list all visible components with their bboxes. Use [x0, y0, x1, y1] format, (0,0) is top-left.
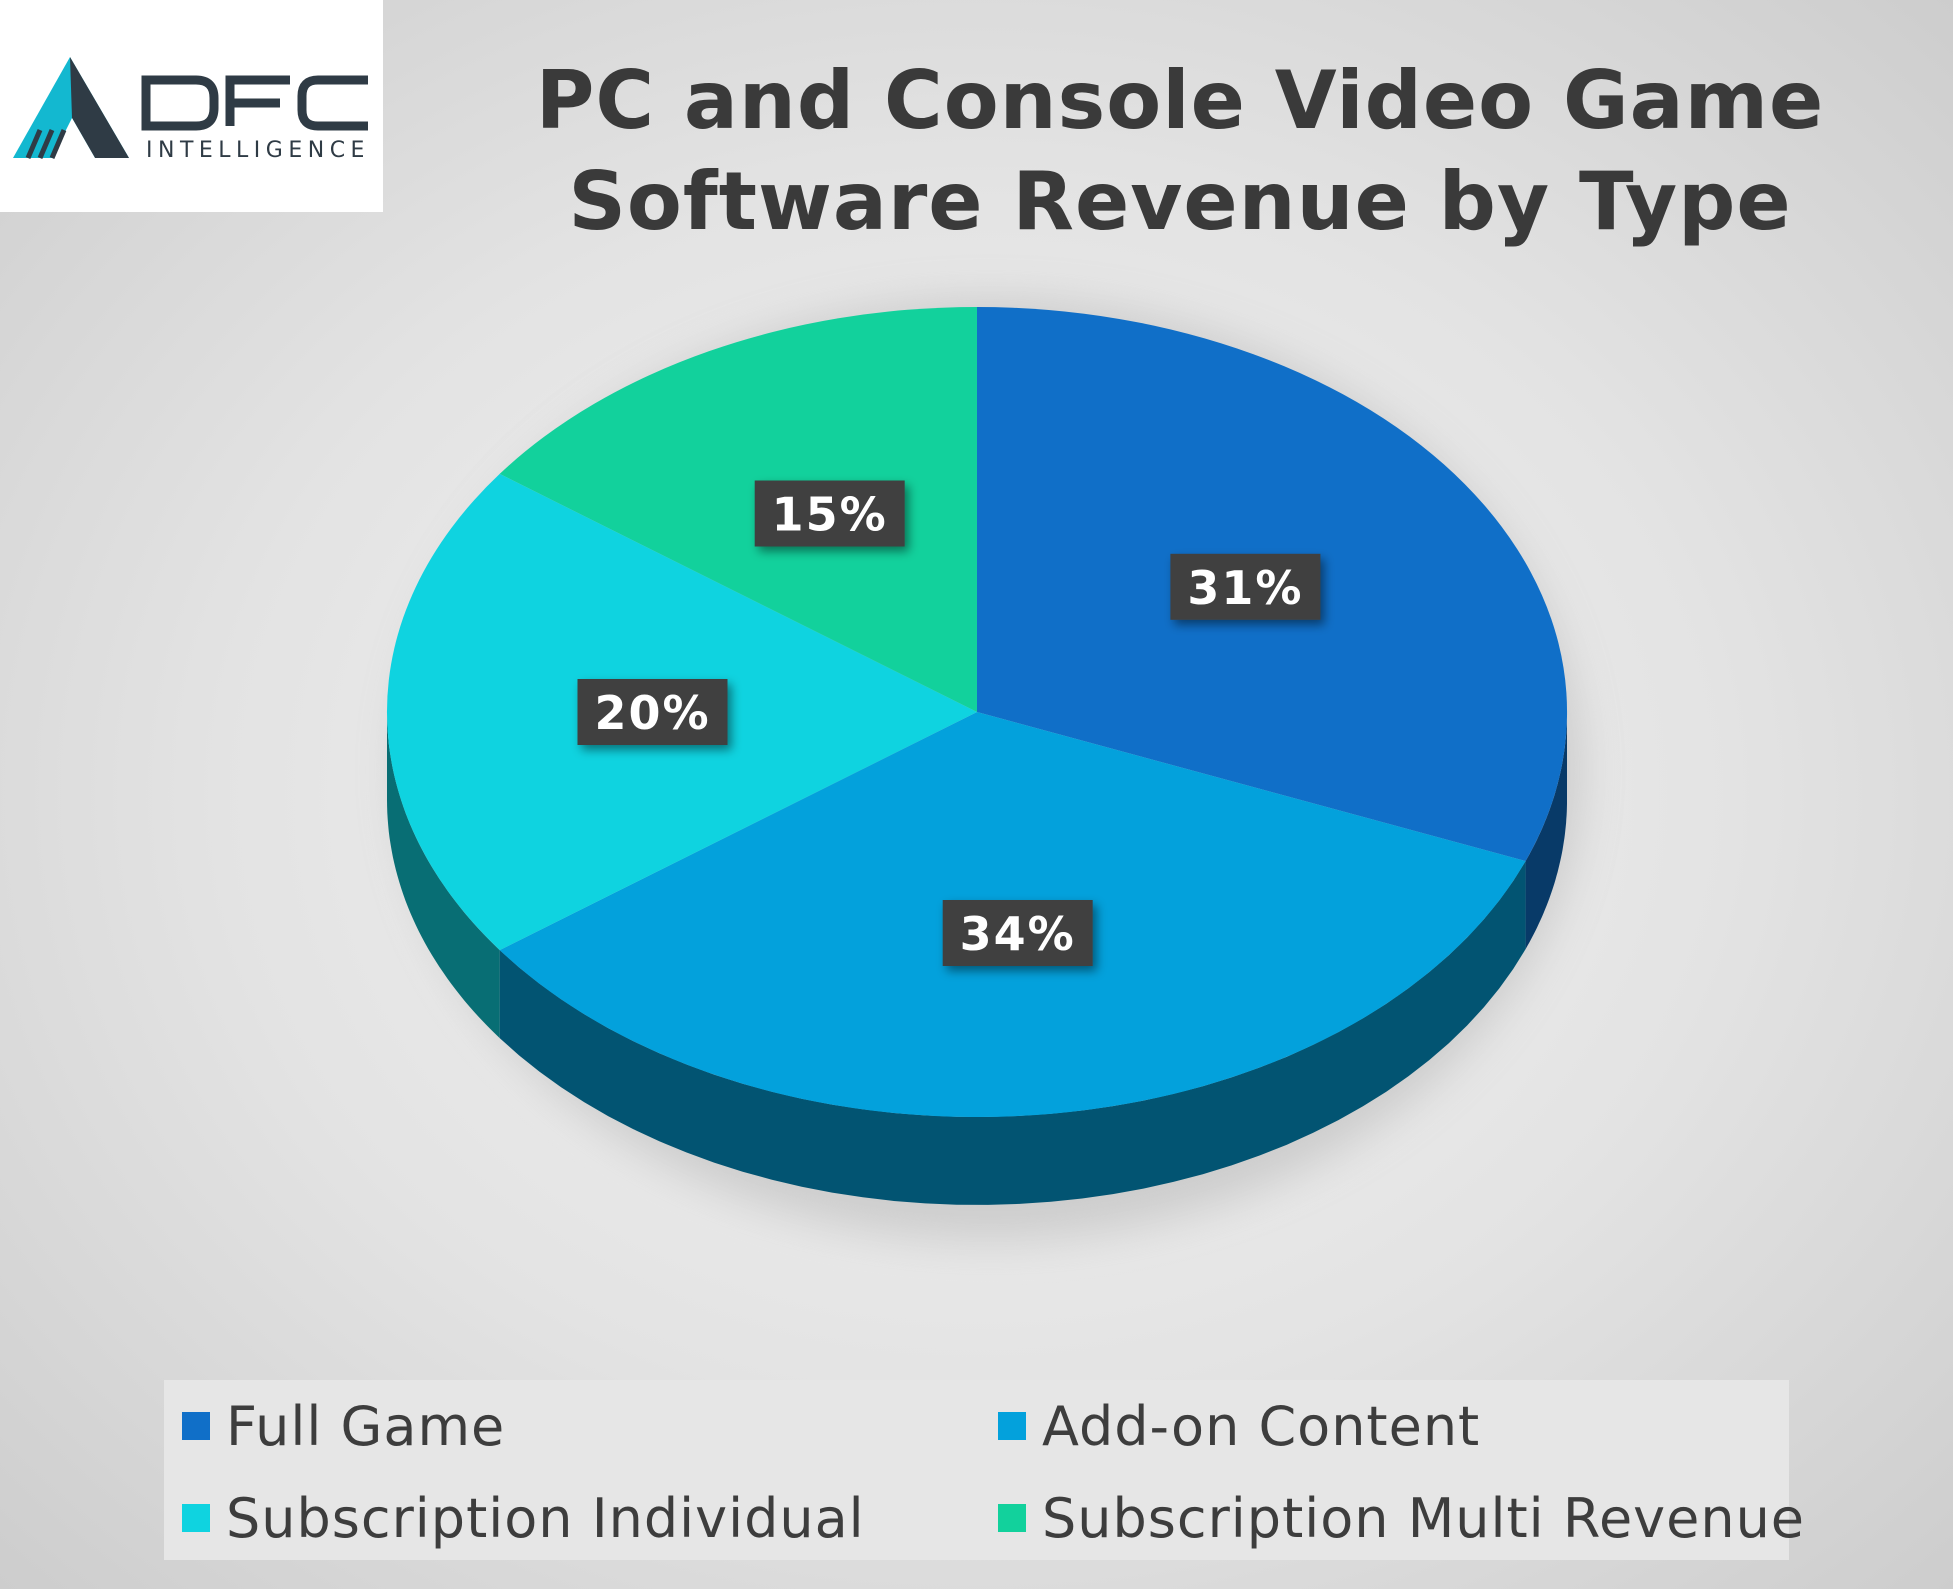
data-label-add-on-content: 34%: [942, 900, 1093, 966]
logo-letter-c: [297, 75, 368, 131]
logo-stripe: [49, 129, 67, 159]
legend-swatch: [998, 1412, 1026, 1440]
legend-label: Add-on Content: [1042, 1394, 1481, 1458]
pie-data-labels: 31% 34% 20% 15%: [577, 480, 1321, 966]
legend-label: Subscription Individual: [226, 1486, 865, 1550]
pie-sides: [387, 712, 1567, 1205]
data-label-text: 31%: [1187, 561, 1303, 615]
logo-stripe: [37, 129, 55, 159]
logo: INTELLIGENCE: [0, 0, 383, 212]
pie-slice-subscription-multi-revenue: [499, 307, 977, 712]
chart-title-line-2: Software Revenue by Type: [568, 155, 1792, 248]
chart-title: PC and Console Video Game Software Reven…: [470, 50, 1890, 252]
chart-title-line-1: PC and Console Video Game: [535, 54, 1825, 147]
dfc-logo-mark: INTELLIGENCE: [13, 57, 370, 163]
legend-swatch: [182, 1412, 210, 1440]
logo-letter-d: [141, 75, 219, 131]
pie-tops: [386, 306, 1568, 1118]
legend-swatch: [998, 1504, 1026, 1532]
legend-item-full-game: Full Game: [182, 1394, 506, 1458]
logo-subname: INTELLIGENCE: [146, 138, 370, 163]
data-label-text: 34%: [960, 907, 1076, 961]
legend-swatch: [182, 1504, 210, 1532]
data-label-text: 15%: [772, 488, 888, 542]
data-label-subscription-individual: 20%: [577, 679, 728, 745]
chart-legend: Full Game Add-on Content Subscription In…: [164, 1380, 1804, 1560]
logo-triangle-shade: [70, 57, 129, 158]
pie-side-subscription-individual: [387, 712, 500, 1039]
logo-letter-f: [225, 75, 290, 126]
legend-label: Full Game: [226, 1394, 506, 1458]
legend-item-subscription-individual: Subscription Individual: [182, 1486, 865, 1550]
data-label-full-game: 31%: [1170, 553, 1321, 620]
data-label-box: [942, 900, 1093, 966]
data-label-text: 20%: [594, 686, 710, 740]
pie-side-add-on-content: [499, 861, 1526, 1205]
data-label-box: [754, 480, 905, 547]
logo-triangle-notch: [52, 118, 95, 158]
data-label-box: [1170, 553, 1321, 620]
legend-label: Subscription Multi Revenue: [1042, 1486, 1806, 1550]
legend-item-subscription-multi-revenue: Subscription Multi Revenue: [998, 1486, 1806, 1550]
logo-stripe: [25, 129, 43, 159]
pie-side-full-game: [1525, 712, 1567, 950]
data-label-subscription-multi-revenue: 15%: [754, 480, 905, 547]
data-label-box: [577, 679, 728, 745]
legend-item-add-on-content: Add-on Content: [998, 1394, 1481, 1458]
